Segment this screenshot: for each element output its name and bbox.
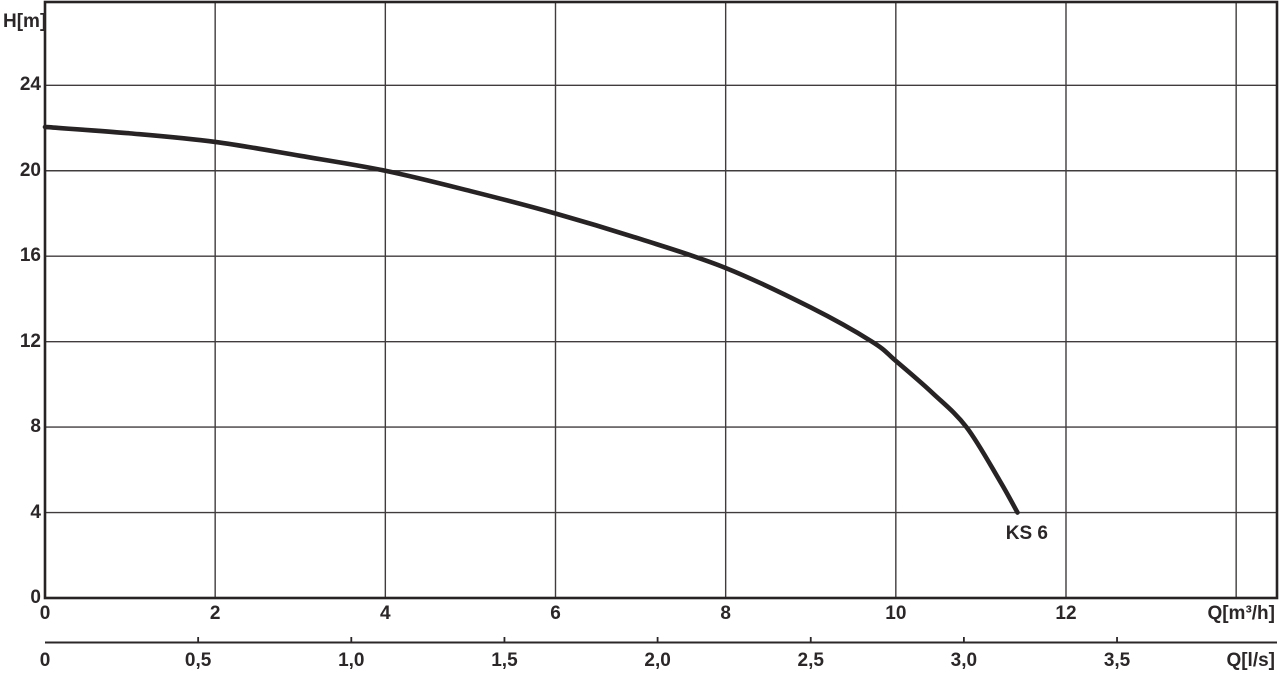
x-axis-primary-label: Q[m³/h] — [1207, 603, 1275, 624]
x-axis-secondary-tick-label: 0 — [39, 650, 51, 671]
y-axis-tick-label: 0 — [30, 587, 41, 608]
y-axis-tick-label: 4 — [30, 501, 41, 523]
y-axis-tick-label: 20 — [19, 159, 41, 181]
x-axis-secondary-tick-label: 3,5 — [1103, 650, 1131, 671]
x-axis-secondary-tick-label: 3,0 — [950, 650, 978, 671]
x-axis-primary-tick-label: 6 — [550, 603, 561, 624]
y-axis-tick-label: 16 — [19, 245, 41, 267]
y-axis-tick-label: 8 — [30, 416, 41, 438]
plot-border — [43, 0, 1279, 600]
x-axis-secondary-tick-label: 1,5 — [491, 650, 518, 671]
x-axis-primary-tick-label: 4 — [380, 603, 391, 624]
pump-curve-ks6 — [42, 124, 1020, 515]
x-axis-primary-tick-label: 12 — [1055, 603, 1077, 624]
y-axis-tick-label: 24 — [19, 74, 41, 96]
curve-label-ks6: KS 6 — [1005, 522, 1048, 544]
x-axis-secondary-tick-label: 1,0 — [338, 650, 365, 671]
x-axis-secondary-label: Q[l/s] — [1226, 650, 1275, 671]
x-axis-primary-tick-label: 10 — [885, 603, 907, 624]
y-axis-label: H[m] — [3, 11, 47, 32]
x-axis-primary-tick-label: 0 — [39, 603, 51, 624]
x-axis-secondary-tick-label: 0,5 — [184, 650, 212, 671]
x-axis-primary-tick-label: 2 — [209, 603, 221, 624]
x-axis-secondary-tick-label: 2,0 — [644, 650, 671, 671]
x-axis-primary-tick-label: 8 — [720, 603, 731, 624]
y-axis-tick-label: 12 — [19, 330, 41, 352]
x-axis-secondary-tick-label: 2,5 — [797, 650, 824, 671]
